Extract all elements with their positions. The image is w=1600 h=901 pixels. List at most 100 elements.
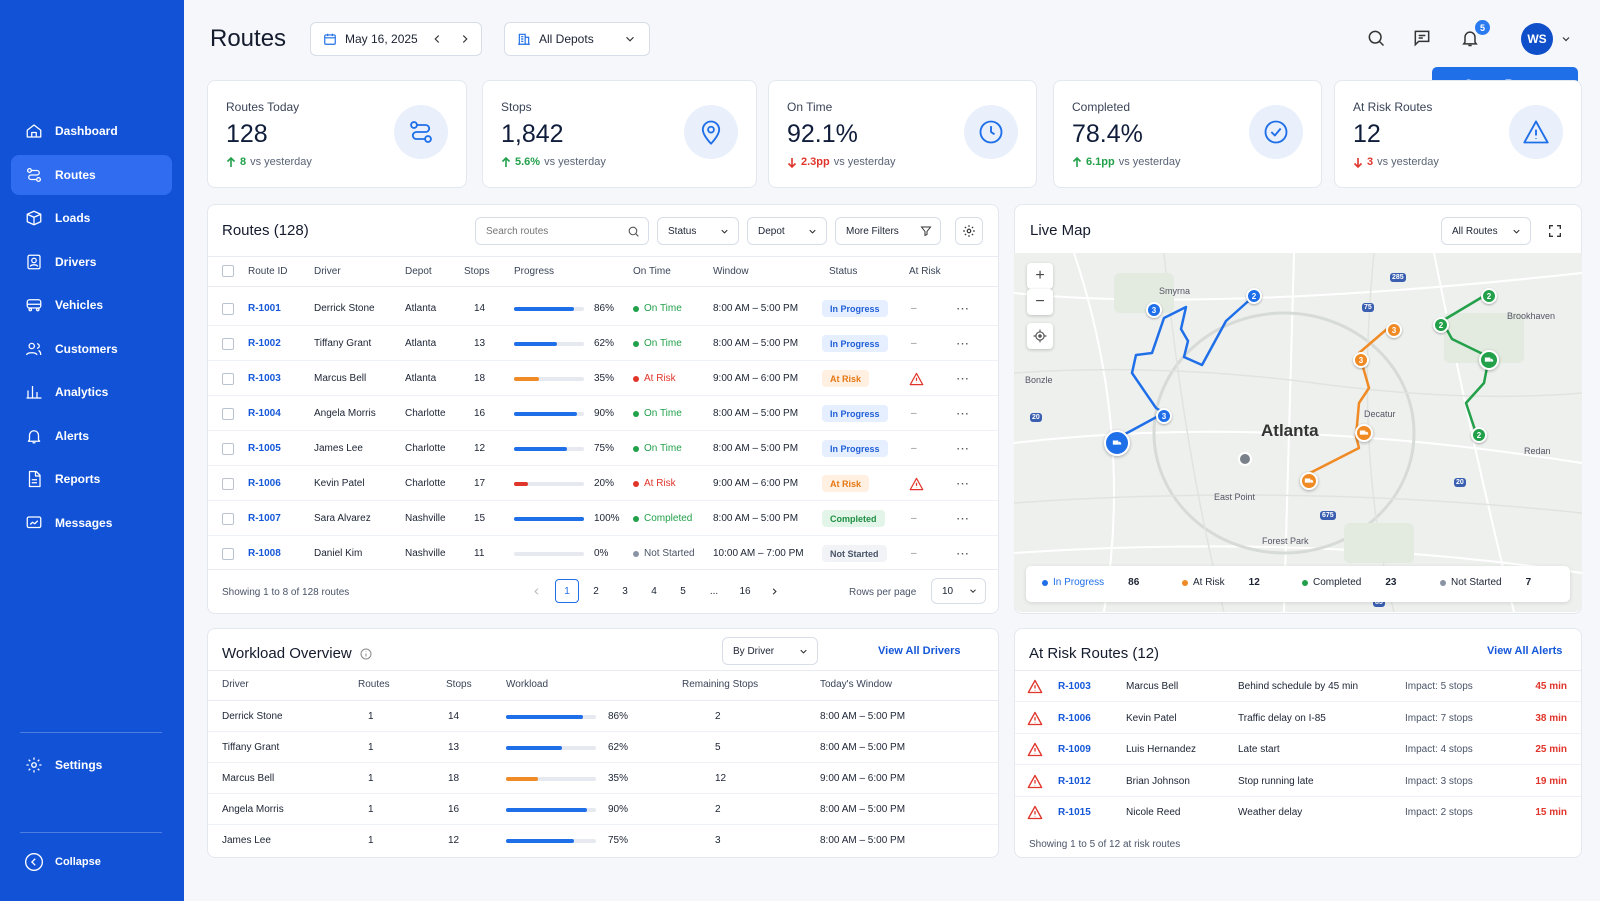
page-5[interactable]: 5 [680, 585, 686, 597]
list-item[interactable]: R-1015 Nicole Reed Weather delay Impact: 2 … [1015, 797, 1581, 828]
table-row[interactable]: Tiffany Grant 1 13 62% 5 8:00 AM – 5:00 PM [208, 732, 998, 763]
status-filter[interactable]: Status [657, 217, 739, 245]
more-actions-icon[interactable]: ⋯ [956, 545, 969, 561]
view-all-drivers-link[interactable]: View All Drivers [878, 645, 961, 657]
column-header[interactable]: Today's Window [820, 679, 892, 690]
route-id-link[interactable]: R-1003 [1058, 681, 1091, 692]
select-all-checkbox[interactable] [222, 265, 234, 277]
route-stop-marker[interactable]: 3 [1146, 302, 1162, 318]
page-4[interactable]: 4 [651, 585, 657, 597]
locate-button[interactable] [1027, 323, 1053, 349]
rows-per-page-select[interactable]: 10 [931, 578, 986, 604]
sidebar-item-analytics[interactable]: Analytics [11, 372, 172, 412]
table-row[interactable]: Derrick Stone 1 14 86% 2 8:00 AM – 5:00 PM [208, 701, 998, 732]
column-header[interactable]: At Risk [909, 266, 941, 277]
table-row[interactable]: R-1005 James Lee Charlotte 12 75% On Time 8:00… [208, 431, 998, 466]
legend-item[interactable]: At Risk 12 [1182, 577, 1260, 588]
table-row[interactable]: Angela Morris 1 16 90% 2 8:00 AM – 5:00 PM [208, 794, 998, 825]
row-checkbox[interactable] [222, 396, 234, 431]
zoom-in-button[interactable]: + [1027, 263, 1053, 289]
route-id-link[interactable]: R-1009 [1058, 744, 1091, 755]
more-actions-icon[interactable]: ⋯ [956, 300, 969, 316]
sidebar-item-loads[interactable]: Loads [11, 198, 172, 238]
truck-icon[interactable] [1104, 430, 1130, 456]
kpi-card-at-risk-routes[interactable]: At Risk Routes 12 3 vs yesterday [1334, 80, 1582, 188]
route-id-link[interactable]: R-1006 [1058, 712, 1091, 724]
table-row[interactable]: R-1003 Marcus Bell Atlanta 18 35% At Risk 9:00… [208, 361, 998, 396]
route-stop-marker[interactable]: 2 [1471, 427, 1487, 443]
table-row[interactable]: R-1004 Angela Morris Charlotte 16 90% On Time… [208, 396, 998, 431]
table-row[interactable]: R-1006 Kevin Patel Charlotte 17 20% At Risk 9:… [208, 466, 998, 501]
legend-item[interactable]: Not Started 7 [1440, 577, 1531, 588]
map-canvas[interactable]: Smyrna Brookhaven Decatur East Point Forest … [1014, 253, 1582, 612]
route-id-link[interactable]: R-1003 [248, 373, 281, 384]
more-actions-icon[interactable]: ⋯ [956, 405, 969, 421]
column-header[interactable]: Depot [405, 266, 432, 277]
route-stop-marker[interactable]: 2 [1481, 288, 1497, 304]
page-2[interactable]: 2 [593, 585, 599, 597]
message-icon[interactable] [1409, 25, 1435, 51]
chevron-down-icon[interactable] [1553, 26, 1579, 52]
table-row[interactable]: R-1001 Derrick Stone Atlanta 14 86% On Time 8:… [208, 291, 998, 326]
chevron-right-icon[interactable] [762, 579, 786, 603]
sidebar-item-alerts[interactable]: Alerts [11, 416, 172, 456]
more-actions-icon[interactable]: ⋯ [956, 510, 969, 526]
more-actions-icon[interactable]: ⋯ [956, 475, 969, 491]
view-all-alerts-link[interactable]: View All Alerts [1487, 645, 1563, 657]
route-id-link[interactable]: R-1002 [248, 338, 281, 349]
more-actions-icon[interactable]: ⋯ [956, 370, 969, 386]
route-id-link[interactable]: R-1001 [248, 303, 281, 314]
route-stop-marker[interactable]: 3 [1156, 408, 1172, 424]
column-header[interactable]: Progress [514, 266, 555, 277]
kpi-card-routes-today[interactable]: Routes Today 128 8 vs yesterday [207, 80, 467, 188]
column-header[interactable]: Routes [358, 679, 390, 690]
route-stop-marker[interactable]: 2 [1246, 288, 1262, 304]
route-id-link[interactable]: R-1008 [248, 548, 281, 559]
sidebar-item-settings[interactable]: Settings [11, 745, 172, 785]
row-checkbox[interactable] [222, 361, 234, 396]
truck-icon[interactable] [1300, 472, 1318, 490]
list-item[interactable]: R-1003 Marcus Bell Behind schedule by 45 m… [1015, 671, 1581, 702]
date-picker[interactable]: May 16, 2025 [310, 22, 482, 56]
fullscreen-icon[interactable] [1542, 218, 1568, 244]
zoom-out-button[interactable]: − [1027, 289, 1053, 315]
page-16[interactable]: 16 [739, 585, 751, 597]
column-header[interactable]: Window [713, 266, 749, 277]
more-actions-icon[interactable]: ⋯ [956, 440, 969, 456]
column-header[interactable]: Stops [446, 679, 472, 690]
route-id-link[interactable]: R-1004 [248, 408, 281, 419]
depot-select[interactable]: All Depots [504, 22, 650, 56]
page-3[interactable]: 3 [622, 585, 628, 597]
route-id-link[interactable]: R-1005 [248, 443, 281, 454]
route-id-link[interactable]: R-1007 [248, 513, 281, 524]
workload-group-select[interactable]: By Driver [722, 637, 818, 665]
table-settings-button[interactable] [955, 217, 983, 245]
list-item[interactable]: R-1009 Luis Hernandez Late start Impact: 4 … [1015, 734, 1581, 765]
sidebar-item-vehicles[interactable]: Vehicles [11, 285, 172, 325]
search-icon[interactable] [1363, 25, 1389, 51]
row-checkbox[interactable] [222, 291, 234, 326]
row-checkbox[interactable] [222, 431, 234, 466]
kpi-card-completed[interactable]: Completed 78.4% 6.1pp vs yesterday [1053, 80, 1322, 188]
kpi-card-on-time[interactable]: On Time 92.1% 2.3pp vs yesterday [768, 80, 1037, 188]
bell-icon[interactable] [1457, 25, 1483, 51]
info-icon[interactable] [360, 648, 372, 660]
search-input[interactable] [486, 225, 616, 237]
route-stop-marker[interactable]: 2 [1433, 317, 1449, 333]
sidebar-item-routes[interactable]: Routes [11, 154, 172, 195]
list-item[interactable]: R-1006 Kevin Patel Traffic delay on I-85 Im… [1015, 703, 1581, 734]
more-filters-button[interactable]: More Filters [835, 217, 941, 245]
column-header[interactable]: Workload [506, 679, 549, 690]
column-header[interactable]: Stops [464, 266, 490, 277]
page-1[interactable]: 1 [555, 579, 579, 603]
collapse-button[interactable]: Collapse [11, 842, 172, 882]
chevron-left-icon[interactable] [524, 579, 548, 603]
sidebar-item-dashboard[interactable]: Dashboard [11, 111, 172, 151]
row-checkbox[interactable] [222, 536, 234, 571]
table-row[interactable]: R-1007 Sara Alvarez Nashville 15 100% Complet… [208, 501, 998, 536]
column-header[interactable]: On Time [633, 266, 671, 277]
sidebar-item-messages[interactable]: Messages [11, 503, 172, 543]
table-row[interactable]: James Lee 1 12 75% 3 8:00 AM – 5:00 PM [208, 825, 998, 856]
legend-item[interactable]: In Progress 86 [1042, 577, 1139, 588]
table-row[interactable]: Marcus Bell 1 18 35% 12 9:00 AM – 6:00 PM [208, 763, 998, 794]
